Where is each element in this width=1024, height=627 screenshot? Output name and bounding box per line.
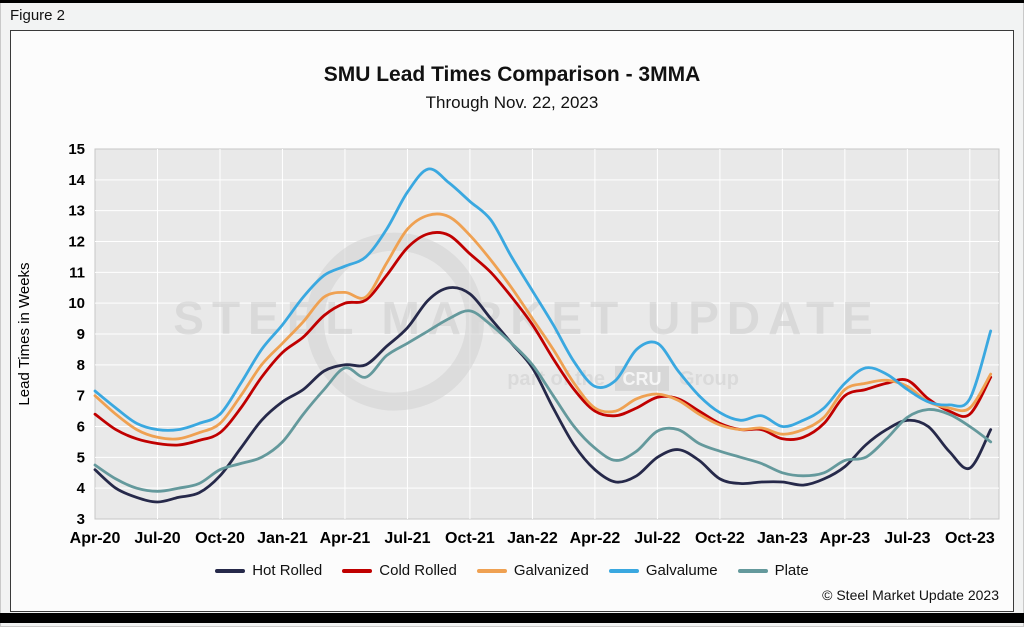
svg-text:13: 13: [68, 203, 85, 220]
legend-label: Cold Rolled: [379, 562, 457, 579]
svg-text:14: 14: [68, 172, 85, 189]
svg-text:Oct-22: Oct-22: [695, 530, 745, 547]
svg-text:Apr-21: Apr-21: [320, 530, 371, 547]
svg-text:Jul-21: Jul-21: [384, 530, 430, 547]
svg-text:3: 3: [77, 511, 85, 528]
svg-text:part of the: part of the: [507, 368, 605, 390]
svg-text:12: 12: [68, 234, 85, 251]
svg-text:10: 10: [68, 295, 85, 312]
svg-text:11: 11: [69, 264, 85, 281]
legend-label: Plate: [774, 562, 809, 579]
legend-item-galvalume: Galvalume: [608, 562, 718, 579]
legend: Hot Rolled Cold Rolled Galvanized Galvalume…: [11, 562, 1013, 579]
svg-text:15: 15: [68, 141, 85, 158]
svg-text:Apr-23: Apr-23: [820, 530, 871, 547]
svg-text:Lead Times in Weeks: Lead Times in Weeks: [16, 262, 33, 405]
chart-container: SMU Lead Times Comparison - 3MMA Through…: [10, 30, 1014, 612]
legend-label: Galvanized: [513, 562, 589, 579]
svg-text:Group: Group: [679, 368, 739, 390]
svg-text:Jul-22: Jul-22: [634, 530, 680, 547]
svg-text:8: 8: [77, 357, 85, 374]
legend-line-swatch: [737, 568, 768, 573]
svg-text:Oct-23: Oct-23: [945, 530, 995, 547]
copyright: © Steel Market Update 2023: [822, 587, 999, 603]
svg-text:CRU: CRU: [623, 369, 662, 389]
top-rule: [0, 0, 1024, 3]
legend-item-plate: Plate: [737, 562, 809, 579]
legend-line-swatch: [476, 568, 507, 573]
svg-text:9: 9: [77, 326, 85, 343]
svg-text:Jan-23: Jan-23: [757, 530, 808, 547]
svg-text:Apr-22: Apr-22: [570, 530, 621, 547]
svg-text:4: 4: [77, 480, 86, 497]
svg-text:7: 7: [77, 388, 85, 405]
legend-label: Hot Rolled: [252, 562, 323, 579]
chart-subtitle: Through Nov. 22, 2023: [425, 93, 599, 112]
svg-text:Jul-20: Jul-20: [134, 530, 180, 547]
legend-item-cold-rolled: Cold Rolled: [342, 562, 457, 579]
legend-line-swatch: [342, 568, 373, 573]
figure-label: Figure 2: [10, 7, 66, 24]
svg-text:Jul-23: Jul-23: [884, 530, 930, 547]
svg-text:Apr-20: Apr-20: [70, 530, 121, 547]
svg-text:Oct-21: Oct-21: [445, 530, 495, 547]
svg-text:5: 5: [77, 449, 85, 466]
legend-label: Galvalume: [645, 562, 718, 579]
chart-title: SMU Lead Times Comparison - 3MMA: [323, 63, 701, 86]
svg-text:6: 6: [77, 419, 85, 436]
svg-text:Jan-22: Jan-22: [507, 530, 558, 547]
bottom-bar: [0, 613, 1024, 623]
legend-line-swatch: [608, 568, 639, 573]
legend-item-galvanized: Galvanized: [476, 562, 589, 579]
leadtimes-chart-svg: 3 4 5 6 7 8 9 10 11 12 13 14 15 Apr-20 Jul-20 Oct-20 Jan…: [16, 141, 1000, 547]
legend-item-hot-rolled: Hot Rolled: [215, 562, 322, 579]
svg-text:Oct-20: Oct-20: [195, 530, 245, 547]
svg-text:Jan-21: Jan-21: [257, 530, 308, 547]
legend-line-swatch: [215, 568, 246, 573]
